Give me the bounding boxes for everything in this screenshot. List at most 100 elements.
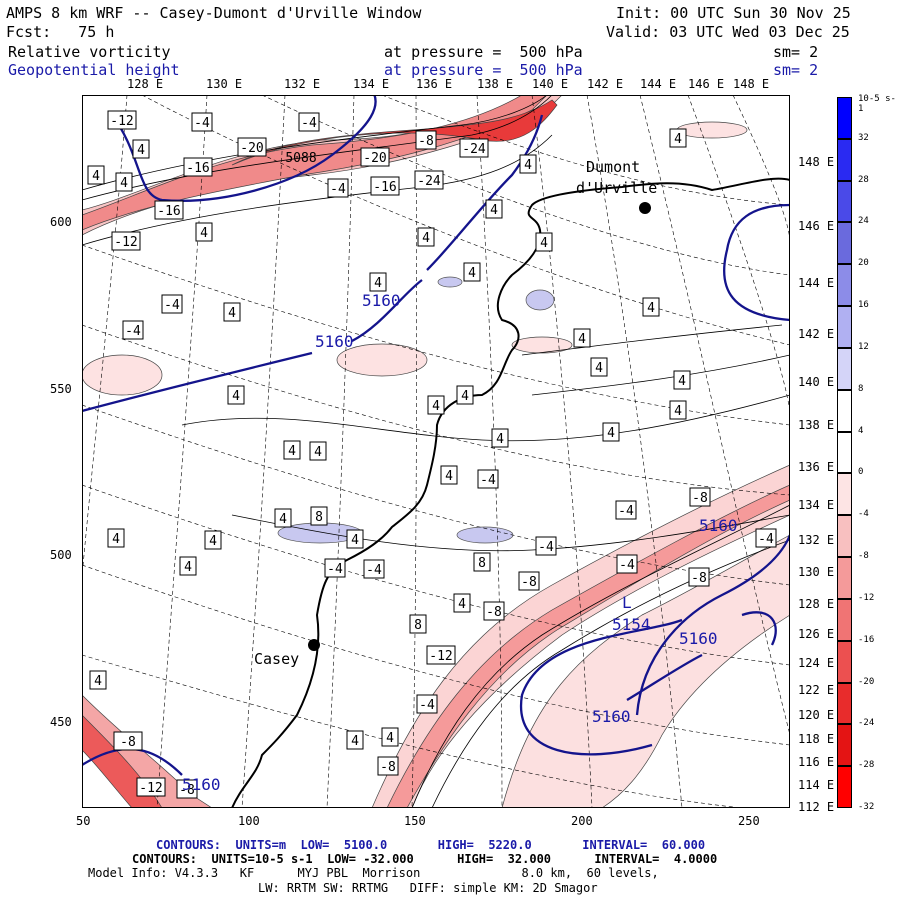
vort-label: 4 [209,534,217,549]
vort-label: -24 [462,142,486,157]
vort-label: 4 [386,731,394,746]
lon-label: 114 E [798,778,835,792]
vort-label: -20 [240,141,263,156]
lon-label: 130 E [206,77,243,91]
vort-label: 4 [184,560,192,575]
vort-label: 8 [478,556,486,571]
vort-label: -4 [758,532,774,547]
colorbar-tick-label: 20 [858,258,869,269]
vort-label: -4 [125,324,141,339]
vort-label: 4 [232,389,240,404]
colorbar-tick-label: 8 [858,383,864,394]
field1-name: Relative vorticity [8,43,171,61]
vort-label: -4 [480,473,496,488]
lon-label: 118 E [798,732,835,746]
y-tick-label: 500 [50,548,72,562]
height-label: 5160 [679,629,718,648]
vort-label: 4 [496,432,504,447]
colorbar-tick-label: 16 [858,300,869,311]
lon-label: 120 E [798,708,835,722]
lon-label: 146 E [798,219,835,233]
lon-label: 132 E [284,77,321,91]
vort-label: -16 [157,204,180,219]
colorbar-tick-label: -28 [858,760,875,771]
graticule [82,95,790,808]
vorticity-labels: -4 -4 -16 -20 -20 -8 -24 -24 -16 -4 -16 … [87,110,777,799]
vort-label: -4 [330,182,346,197]
vort-label: 4 [674,404,682,419]
lon-label: 126 E [798,627,835,641]
lon-label: 134 E [353,77,390,91]
vort-label: 8 [414,618,422,633]
vort-label: -8 [692,491,708,506]
colorbar-swatch [837,682,852,725]
vort-label: -4 [301,116,317,131]
footer-model-info: Model Info: V4.3.3 KF MYJ PBL Morrison 8… [88,866,659,880]
colorbar-swatch [837,347,852,390]
vort-label: -12 [114,235,137,250]
colorbar-units: 10-5 s-1 [858,94,896,114]
vort-label: 4 [137,143,145,158]
colorbar-swatch [837,180,852,223]
vort-label: 4 [351,533,359,548]
vort-label: -8 [691,571,707,586]
lon-label: 128 E [798,597,835,611]
height-label: 5160 [699,516,738,535]
y-tick-label: 450 [50,715,72,729]
colorbar-tick-label: 28 [858,174,869,185]
lon-label: 128 E [127,77,164,91]
x-tick-label: 250 [738,814,760,828]
vort-label: 4 [461,389,469,404]
colorbar-tick-label: -8 [858,551,869,562]
valid-time: Valid: 03 UTC Wed 03 Dec 25 [606,23,850,41]
casey-label: Casey [254,650,299,668]
vort-label: 4 [607,426,615,441]
vort-label: 4 [120,176,128,191]
colorbar-swatch [837,431,852,474]
colorbar-swatch [837,515,852,558]
field2-name: Geopotential height [8,61,180,79]
y-tick-label: 600 [50,215,72,229]
x-tick-label: 50 [76,814,91,828]
map-plot: -4 -4 -16 -20 -20 -8 -24 -24 -16 -4 -16 … [82,95,790,808]
vort-label: -4 [164,298,180,313]
colorbar-swatch [837,389,852,432]
vort-label: -4 [327,562,343,577]
colorbar-tick-label: 24 [858,216,869,227]
vort-label: 4 [351,734,359,749]
vort-label: -8 [179,783,195,798]
vort-label: 4 [374,276,382,291]
lon-label: 140 E [798,375,835,389]
vort-label: -16 [373,180,396,195]
colorbar-tick-label: 12 [858,341,869,352]
vort-label: 4 [540,236,548,251]
vort-label: 4 [468,266,476,281]
lon-label: 132 E [798,533,835,547]
lon-label: 116 E [798,755,835,769]
colorbar-swatch [837,306,852,348]
vort-label: -8 [120,735,136,750]
colorbar-tick-label: 32 [858,132,869,143]
vort-label: -8 [486,605,502,620]
footer-vorticity-contours: CONTOURS: UNITS=10-5 s-1 LOW= -32.000 HI… [132,852,718,866]
footer-physics-info: LW: RRTM SW: RRTMG DIFF: simple KM: 2D S… [258,881,598,895]
colorbar-tick-label: -20 [858,676,875,687]
vort-label: -4 [419,698,435,713]
lon-label: 130 E [798,565,835,579]
vorticity-contours [82,95,790,808]
x-tick-label: 100 [238,814,260,828]
vort-label: 4 [445,469,453,484]
colorbar-swatch [837,222,852,265]
height-label: 5160 [315,332,354,351]
colorbar-swatch [837,557,852,599]
lon-label: 134 E [798,498,835,512]
lon-label: 136 E [798,460,835,474]
vort-label: 4 [458,597,466,612]
colorbar-swatch [837,766,852,808]
lon-label: 146 E [688,77,725,91]
height-label: 5160 [362,291,401,310]
vort-label: -8 [380,760,396,775]
forecast-hour: Fcst: 75 h [6,23,115,41]
field2-pressure: at pressure = 500 hPa [384,61,583,79]
vort-label: 4 [94,674,102,689]
